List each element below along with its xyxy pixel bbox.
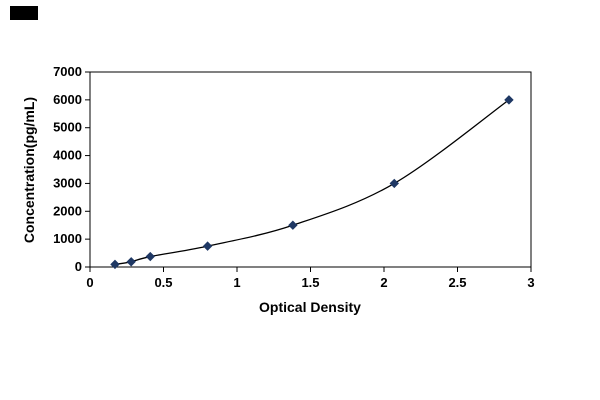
plot-area: 0 1000 2000 3000 4000 5000 6000 7000 0 0.5 1 1.5 2 2.… [53, 64, 535, 290]
data-point-marker [145, 251, 155, 262]
y-tick-label: 6000 [53, 92, 82, 107]
x-tick-label: 2.5 [448, 275, 466, 290]
data-point-marker [288, 220, 298, 230]
y-tick-label: 2000 [53, 203, 82, 218]
x-tick-label: 2 [380, 275, 387, 290]
y-tick-label: 0 [75, 259, 82, 274]
data-point-marker [389, 178, 399, 189]
data-point-marker [202, 241, 213, 251]
data-point-marker [504, 95, 514, 105]
y-axis-title: Concentration(pg/mL) [21, 97, 37, 243]
y-tick-label: 3000 [53, 175, 82, 190]
x-tick-label: 0.5 [154, 275, 172, 290]
x-tick-label: 1.5 [301, 275, 319, 290]
x-axis-title: Optical Density [259, 299, 361, 315]
x-tick-label: 3 [527, 275, 534, 290]
data-point-marker [110, 259, 120, 270]
x-tick-label: 0 [86, 275, 93, 290]
data-point-marker [126, 257, 136, 267]
y-tick-label: 1000 [53, 231, 82, 246]
y-tick-label: 4000 [53, 148, 82, 163]
corner-mark [10, 6, 38, 20]
curve-line [114, 99, 510, 266]
chart-frame [89, 71, 532, 268]
y-tick-label: 5000 [53, 120, 82, 135]
x-tick-label: 1 [233, 275, 240, 290]
y-tick-label: 7000 [53, 64, 82, 79]
